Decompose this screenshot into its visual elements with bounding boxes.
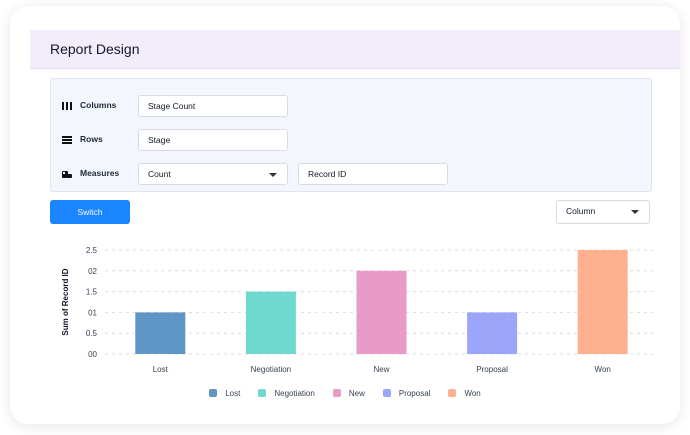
measures-field[interactable]: Record ID (298, 163, 448, 185)
legend-item[interactable]: New (332, 389, 365, 399)
y-tick-label: 1.5 (86, 288, 98, 297)
chart-legend: Lost Negotiation New Proposal Won (0, 389, 690, 403)
y-tick-label: 02 (88, 267, 97, 276)
y-tick-label: 00 (88, 350, 97, 359)
measures-label: Measures (80, 168, 120, 178)
rows-icon (62, 136, 72, 144)
rows-field[interactable]: Stage (138, 129, 288, 151)
measures-icon (62, 171, 72, 178)
legend-label: Proposal (398, 389, 431, 399)
legend-swatch (258, 389, 267, 398)
bar-won (577, 250, 628, 354)
x-tick-label: Won (595, 365, 611, 374)
y-tick-label: 0.5 (86, 329, 98, 338)
measures-aggregate-select[interactable]: Count (138, 163, 288, 185)
measures-aggregate-value: Count (148, 169, 171, 179)
chevron-down-icon (631, 210, 639, 214)
legend-item[interactable]: Won (448, 389, 481, 399)
x-tick-label: Proposal (476, 365, 508, 374)
y-tick-label: 01 (88, 308, 97, 317)
chart-type-value: Column (566, 206, 596, 216)
measures-row: Measures Count Record ID (51, 162, 651, 186)
columns-row: Columns Stage Count (51, 94, 651, 118)
legend-label: Lost (225, 389, 241, 399)
report-config-panel: Columns Stage Count Rows Stage Measures … (50, 78, 652, 192)
bar-lost (135, 312, 186, 354)
legend-swatch (448, 389, 457, 398)
columns-label: Columns (80, 100, 117, 110)
chart-type-select[interactable]: Column (556, 200, 650, 224)
columns-field[interactable]: Stage Count (138, 95, 288, 117)
legend-label: New (348, 389, 365, 399)
bar-new (356, 270, 407, 354)
legend-swatch (209, 389, 218, 398)
legend-item[interactable]: Proposal (382, 389, 431, 399)
rows-label: Rows (80, 134, 103, 144)
bar-proposal (467, 312, 518, 354)
y-tick-label: 2.5 (86, 246, 98, 255)
rows-row: Rows Stage (51, 128, 651, 152)
switch-button[interactable]: Switch (50, 200, 130, 224)
x-tick-label: New (373, 365, 389, 374)
x-tick-label: Lost (153, 365, 169, 374)
legend-label: Negotiation (274, 389, 315, 399)
column-chart: 00 0.5 01 1.5 02 2.5 Sum of Record ID Lost Negot… (61, 246, 658, 374)
x-tick-label: Negotiation (251, 365, 291, 374)
legend-swatch (382, 389, 391, 398)
legend-item[interactable]: Negotiation (258, 389, 315, 399)
legend-swatch (332, 389, 341, 398)
bar-negotiation (245, 291, 296, 354)
report-header: Report Design (30, 30, 680, 69)
columns-icon (62, 102, 72, 110)
legend-label: Won (464, 389, 481, 399)
legend-item[interactable]: Lost (209, 389, 240, 398)
page-title: Report Design (50, 41, 140, 57)
chevron-down-icon (269, 173, 277, 177)
y-axis-label: Sum of Record ID (61, 268, 70, 335)
